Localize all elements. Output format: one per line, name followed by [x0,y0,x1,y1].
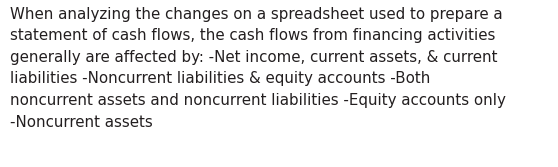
Text: When analyzing the changes on a spreadsheet used to prepare a
statement of cash : When analyzing the changes on a spreadsh… [10,7,506,130]
